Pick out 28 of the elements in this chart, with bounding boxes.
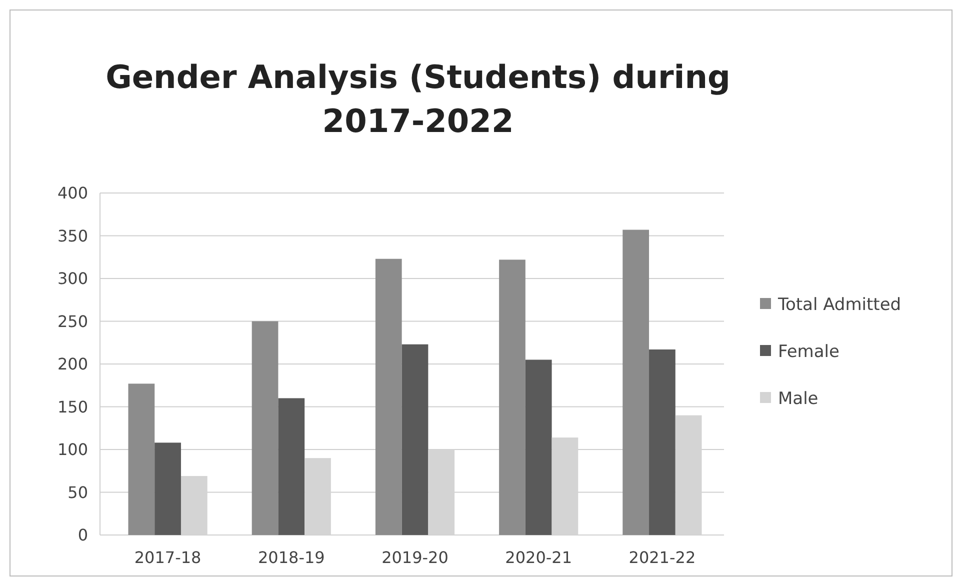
y-tick-label: 100 (57, 440, 88, 460)
x-tick-label: 2018-19 (258, 548, 325, 567)
y-tick-label: 150 (57, 397, 88, 416)
bar (128, 384, 155, 535)
y-tick-label: 250 (57, 312, 88, 331)
x-tick-label: 2019-20 (382, 548, 448, 567)
bar (525, 360, 552, 535)
y-tick-label: 50 (68, 482, 88, 502)
y-tick-label: 350 (57, 226, 88, 246)
y-tick-label: 200 (57, 354, 88, 374)
bar (252, 321, 278, 535)
bar (402, 344, 428, 535)
chart-title: Gender Analysis (Students) during 2017-2022 (106, 58, 730, 140)
y-tick-label: 300 (57, 269, 88, 288)
legend-label: Total Admitted (777, 294, 902, 315)
bar (499, 260, 526, 535)
x-tick-label: 2020-21 (505, 548, 572, 567)
x-tick-label: 2017-18 (134, 548, 202, 567)
y-tick-label: 400 (57, 184, 88, 203)
bar (622, 230, 650, 535)
x-tick-label: 2021-22 (628, 548, 696, 567)
bar (649, 349, 676, 535)
bar (375, 258, 402, 535)
bar (154, 442, 181, 535)
y-tick-label: 0 (78, 526, 88, 545)
legend-label: Male (778, 388, 818, 409)
bar (278, 398, 305, 535)
legend-label: Female (778, 342, 840, 362)
